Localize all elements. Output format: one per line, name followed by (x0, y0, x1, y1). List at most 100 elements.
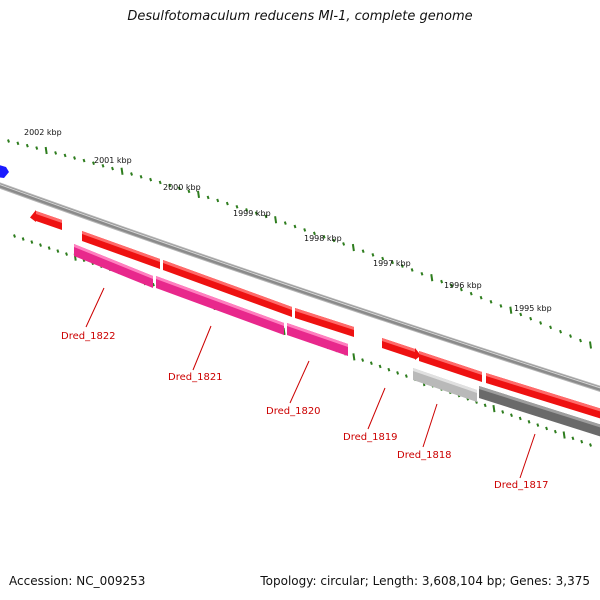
minor-tick (149, 177, 153, 182)
minor-tick (13, 234, 16, 238)
minor-tick (206, 195, 210, 200)
minor-tick (580, 439, 584, 444)
genome-title: Desulfotomaculum reducens MI-1, complete… (127, 9, 473, 24)
cds-plus-segment-top (82, 231, 160, 262)
gene-label-dred-1817: Dred_1817 (494, 480, 549, 491)
genome-stats-text: Topology: circular; Length: 3,608,104 bp… (260, 574, 590, 588)
minor-tick (21, 237, 25, 241)
major-tick (120, 167, 124, 175)
cds-plus-arrow-tip (415, 348, 421, 360)
minor-tick (139, 174, 143, 179)
minor-tick (264, 214, 268, 219)
gene-dred-1821-top (156, 276, 284, 326)
scale-labels: 2002 kbp 2001 kbp 2000 kbp 1999 kbp 1998 kbp… (24, 128, 552, 313)
minor-tick (450, 283, 453, 288)
minor-tick (245, 208, 249, 212)
minor-tick (293, 224, 297, 229)
accession-text: Accession: NC_009253 (9, 574, 146, 588)
gene-label-dred-1819: Dred_1819 (343, 432, 398, 443)
minor-tick (400, 264, 404, 268)
minor-tick (151, 282, 155, 287)
minor-tick (158, 180, 162, 185)
minor-tick (396, 371, 400, 375)
minor-tick (529, 316, 533, 321)
minor-tick (130, 172, 133, 176)
minor-tick (571, 436, 575, 441)
minor-tick (378, 364, 382, 369)
minor-tick (92, 161, 95, 166)
label-leader (85, 287, 105, 328)
minor-tick (440, 279, 444, 284)
label-leader (192, 325, 212, 371)
minor-tick (499, 304, 503, 308)
minor-tick (518, 416, 522, 421)
minor-tick (303, 228, 307, 232)
minor-tick (47, 246, 51, 250)
minor-tick (216, 198, 220, 203)
feature-marker-blue (0, 165, 9, 178)
minor-tick (25, 143, 29, 148)
minor-tick (65, 252, 68, 256)
scale-label: 2002 kbp (24, 128, 62, 137)
minor-tick (545, 426, 549, 431)
minor-tick (187, 189, 191, 194)
major-tick (274, 216, 278, 224)
major-tick (351, 243, 355, 252)
cds-plus-segment-top (486, 373, 600, 412)
scale-label: 1995 kbp (514, 304, 552, 313)
minor-tick (177, 186, 181, 191)
minor-tick (63, 153, 67, 158)
minor-tick (101, 164, 105, 168)
minor-tick (553, 429, 557, 434)
minor-tick (381, 256, 385, 261)
minor-tick (483, 403, 487, 408)
minor-tick (501, 410, 505, 414)
minor-tick (536, 423, 540, 427)
gene-dred-1822-top (74, 244, 153, 279)
backbone-line (0, 183, 600, 391)
major-tick (589, 341, 592, 349)
minor-tick (16, 141, 20, 146)
backbone-highlight (0, 184, 600, 389)
scale-label: 2001 kbp (94, 156, 132, 165)
minor-tick (489, 300, 493, 304)
label-leaders (85, 287, 536, 479)
label-leader (422, 403, 438, 448)
cds-plus-arrow-top (36, 211, 62, 223)
minor-tick (569, 334, 572, 338)
cds-plus-arrow-top (382, 338, 415, 352)
gene-label-dred-1818: Dred_1818 (397, 450, 452, 461)
scale-label: 2000 kbp (163, 183, 201, 192)
minor-tick (510, 413, 513, 418)
minor-tick (283, 221, 287, 225)
label-leader (289, 360, 310, 404)
major-tick (492, 404, 496, 413)
minor-tick (39, 243, 42, 247)
scale-label: 1998 kbp (304, 234, 342, 243)
minor-tick (332, 238, 336, 243)
minor-tick (235, 204, 239, 209)
minor-tick (56, 249, 60, 253)
major-tick (562, 431, 566, 439)
minor-tick (322, 235, 326, 239)
major-tick (197, 190, 200, 198)
minor-tick (579, 338, 582, 343)
minor-tick (479, 295, 483, 300)
minor-tick (549, 325, 553, 330)
gene-label-dred-1821: Dred_1821 (168, 372, 223, 383)
minor-tick (361, 358, 365, 362)
minor-tick (589, 443, 592, 447)
minor-tick (312, 231, 316, 236)
major-tick (430, 274, 434, 282)
gene-dred-1817-top (479, 386, 600, 428)
major-tick (352, 353, 356, 361)
minor-tick (254, 211, 258, 216)
minor-tick (527, 419, 531, 424)
minor-tick (342, 242, 346, 246)
minor-tick (387, 367, 391, 372)
cds-plus-arrow-tip (30, 210, 36, 222)
minor-tick (30, 240, 34, 244)
minor-tick (82, 158, 86, 163)
cds-plus-segment-top (163, 260, 292, 310)
minor-tick (391, 260, 394, 265)
